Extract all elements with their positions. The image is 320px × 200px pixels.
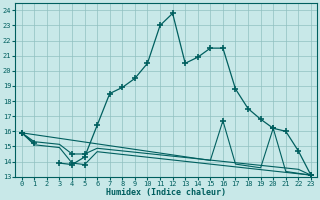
X-axis label: Humidex (Indice chaleur): Humidex (Indice chaleur) [106, 188, 226, 197]
